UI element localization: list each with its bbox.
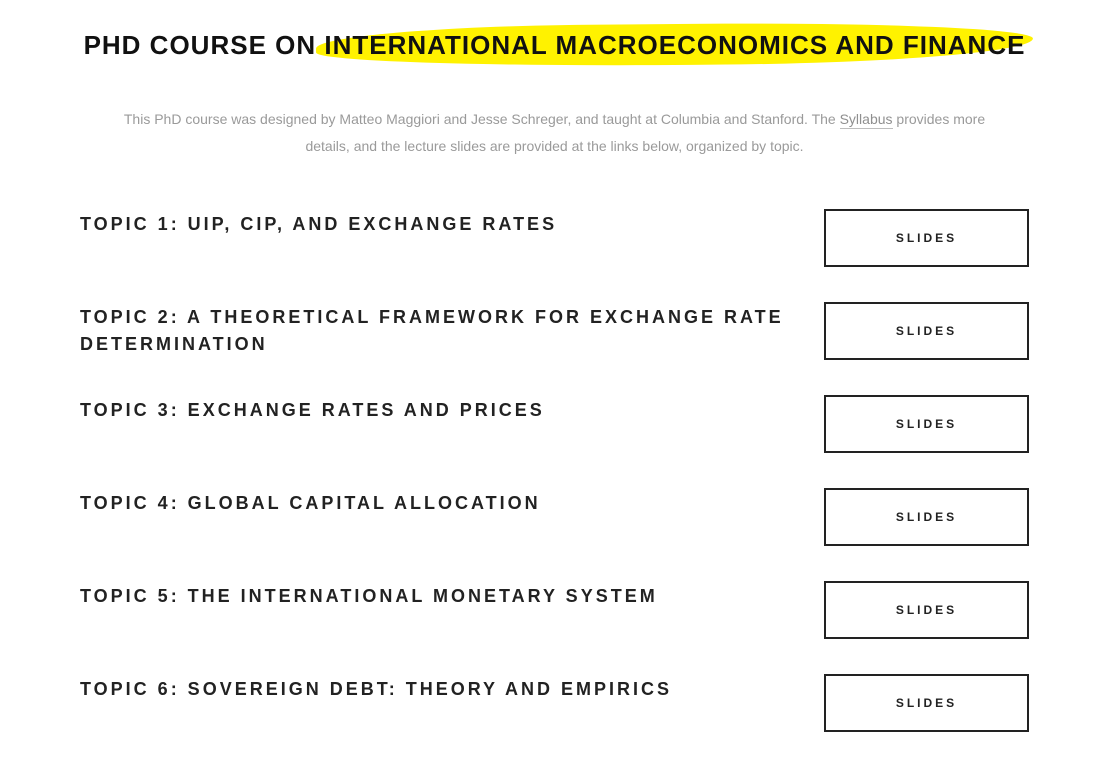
topic-row: TOPIC 1: UIP, CIP, AND EXCHANGE RATES SL… (80, 209, 1029, 267)
topic-row: TOPIC 6: SOVEREIGN DEBT: THEORY AND EMPI… (80, 674, 1029, 732)
slides-button[interactable]: SLIDES (824, 302, 1029, 360)
topic-row: TOPIC 2: A THEORETICAL FRAMEWORK FOR EXC… (80, 302, 1029, 360)
topic-title: TOPIC 5: THE INTERNATIONAL MONETARY SYST… (80, 581, 784, 610)
topic-title: TOPIC 6: SOVEREIGN DEBT: THEORY AND EMPI… (80, 674, 784, 703)
title-highlighted: INTERNATIONAL MACROECONOMICS AND FINANCE (324, 30, 1025, 61)
topic-title: TOPIC 4: GLOBAL CAPITAL ALLOCATION (80, 488, 784, 517)
topic-row: TOPIC 5: THE INTERNATIONAL MONETARY SYST… (80, 581, 1029, 639)
topic-title: TOPIC 1: UIP, CIP, AND EXCHANGE RATES (80, 209, 784, 238)
topic-title: TOPIC 2: A THEORETICAL FRAMEWORK FOR EXC… (80, 302, 784, 358)
slides-button[interactable]: SLIDES (824, 581, 1029, 639)
intro-paragraph: This PhD course was designed by Matteo M… (80, 106, 1029, 159)
slides-button[interactable]: SLIDES (824, 209, 1029, 267)
topic-row: TOPIC 4: GLOBAL CAPITAL ALLOCATION SLIDE… (80, 488, 1029, 546)
topic-row: TOPIC 3: EXCHANGE RATES AND PRICES SLIDE… (80, 395, 1029, 453)
title-prefix: PHD COURSE ON (84, 30, 325, 60)
page-title: PHD COURSE ON INTERNATIONAL MACROECONOMI… (80, 30, 1029, 61)
syllabus-link[interactable]: Syllabus (840, 111, 893, 129)
slides-button[interactable]: SLIDES (824, 395, 1029, 453)
slides-button[interactable]: SLIDES (824, 674, 1029, 732)
intro-before-link: This PhD course was designed by Matteo M… (124, 111, 840, 127)
topic-title: TOPIC 3: EXCHANGE RATES AND PRICES (80, 395, 784, 424)
topics-list: TOPIC 1: UIP, CIP, AND EXCHANGE RATES SL… (80, 209, 1029, 732)
slides-button[interactable]: SLIDES (824, 488, 1029, 546)
